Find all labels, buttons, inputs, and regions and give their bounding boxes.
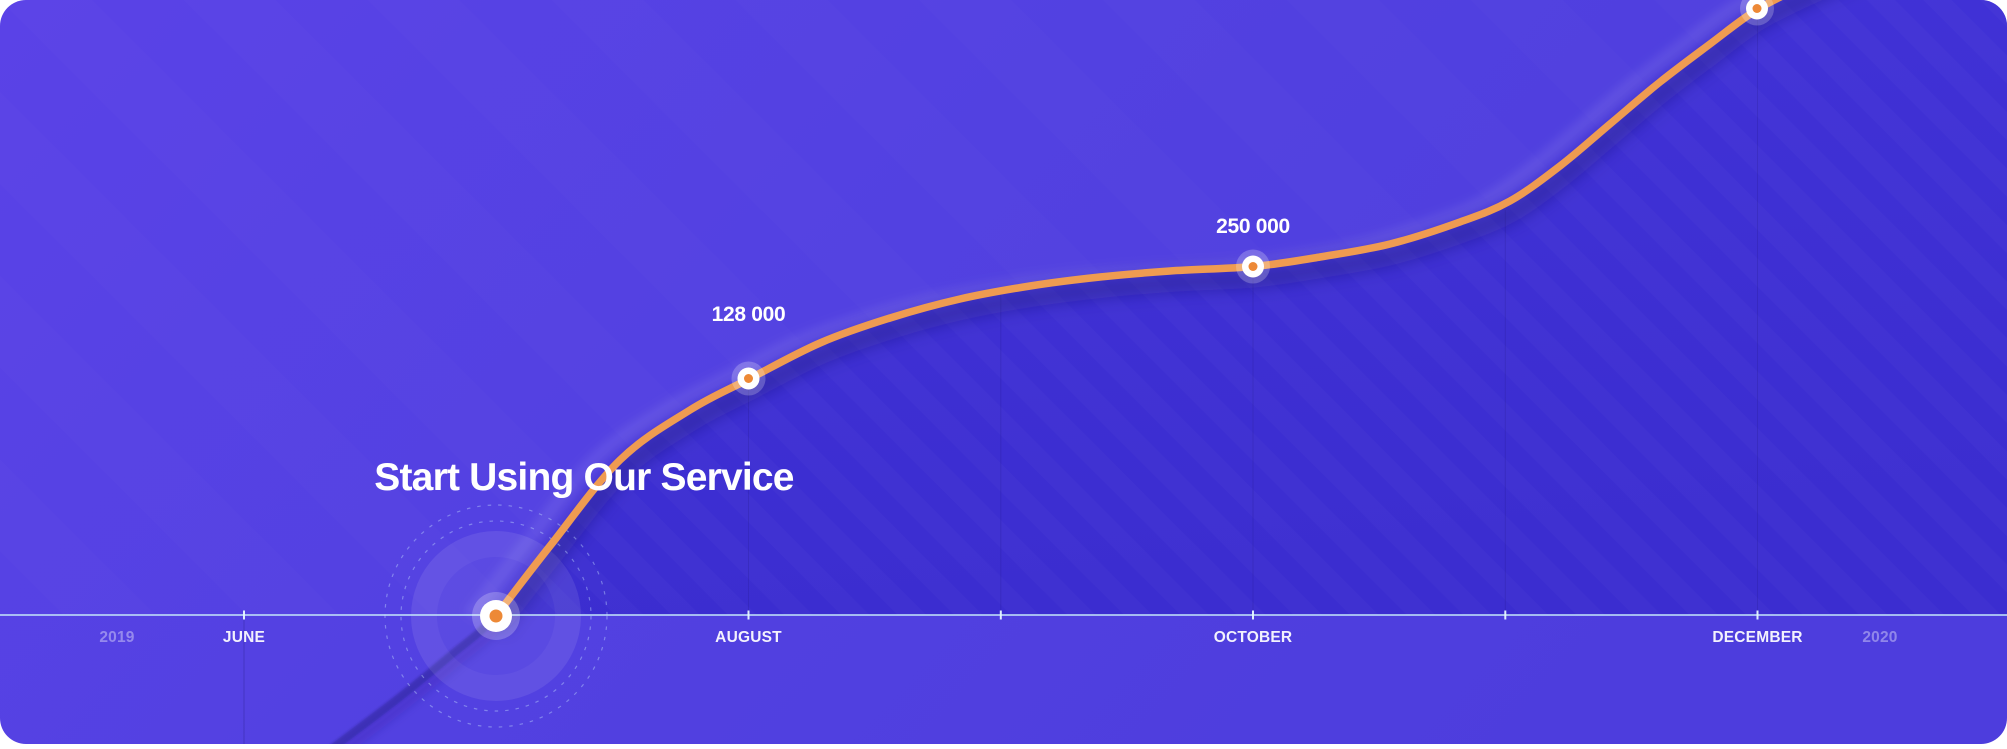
- svg-text:250 000: 250 000: [1216, 215, 1290, 238]
- svg-text:128 000: 128 000: [712, 303, 786, 326]
- svg-text:2020: 2020: [1862, 629, 1897, 646]
- svg-text:AUGUST: AUGUST: [715, 629, 782, 646]
- svg-text:OCTOBER: OCTOBER: [1214, 629, 1293, 646]
- svg-text:JUNE: JUNE: [223, 629, 265, 646]
- svg-text:2019: 2019: [99, 629, 134, 646]
- svg-text:Start Using Our Service: Start Using Our Service: [374, 456, 794, 499]
- svg-text:DECEMBER: DECEMBER: [1712, 629, 1802, 646]
